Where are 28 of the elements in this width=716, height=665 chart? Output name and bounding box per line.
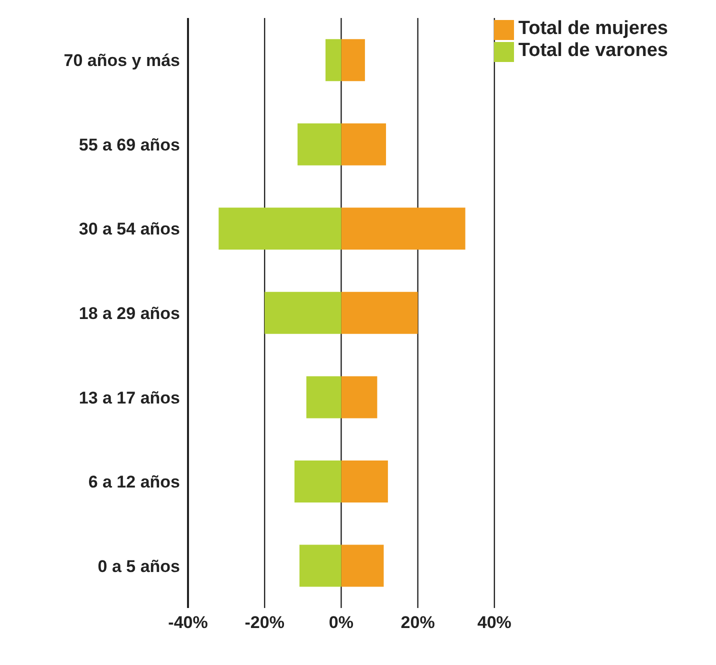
bar bbox=[264, 292, 342, 334]
bar bbox=[341, 460, 388, 502]
x-tick-label: 40% bbox=[477, 613, 512, 632]
legend-label: Total de mujeres bbox=[518, 18, 668, 39]
y-tick-label: 18 a 29 años bbox=[78, 304, 180, 324]
legend-label: Total de varones bbox=[518, 40, 668, 61]
bar bbox=[341, 39, 365, 82]
x-tick-label: 0% bbox=[328, 613, 354, 632]
bar bbox=[299, 544, 342, 587]
bar bbox=[218, 208, 342, 250]
bar bbox=[294, 460, 342, 502]
bar bbox=[341, 376, 378, 418]
y-tick-label: 13 a 17 años bbox=[78, 388, 180, 408]
y-tick-label: 55 a 69 años bbox=[78, 135, 180, 154]
x-tick-label: -40% bbox=[168, 613, 208, 632]
bar bbox=[306, 376, 342, 418]
bar bbox=[341, 208, 466, 250]
x-tick-label: -20% bbox=[244, 613, 284, 632]
x-tick-label: 20% bbox=[400, 613, 435, 632]
y-tick-label: 70 años y más bbox=[64, 51, 180, 70]
y-tick-label: 6 a 12 años bbox=[88, 472, 180, 492]
bar bbox=[341, 123, 386, 166]
bar bbox=[341, 292, 418, 334]
bar bbox=[298, 123, 342, 166]
bar bbox=[341, 544, 384, 587]
y-tick-label: 0 a 5 años bbox=[98, 556, 180, 576]
bar bbox=[326, 39, 342, 82]
y-tick-label: 30 a 54 años bbox=[78, 220, 180, 239]
